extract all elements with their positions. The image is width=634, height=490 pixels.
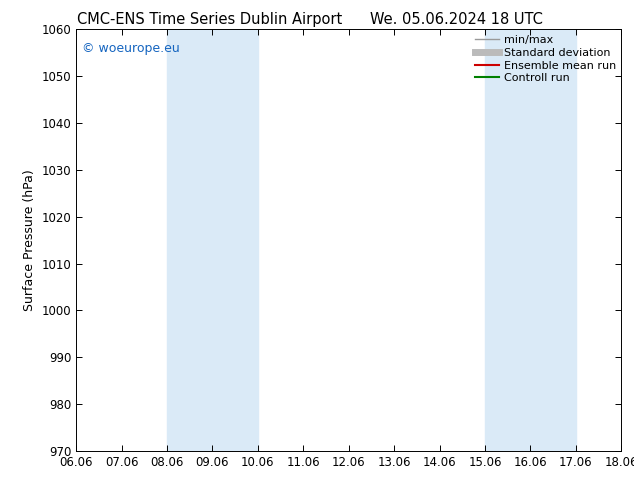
Text: We. 05.06.2024 18 UTC: We. 05.06.2024 18 UTC bbox=[370, 12, 543, 27]
Y-axis label: Surface Pressure (hPa): Surface Pressure (hPa) bbox=[23, 169, 36, 311]
Bar bbox=[485, 29, 576, 451]
Bar bbox=[167, 29, 258, 451]
Text: CMC-ENS Time Series Dublin Airport: CMC-ENS Time Series Dublin Airport bbox=[77, 12, 342, 27]
Legend: min/max, Standard deviation, Ensemble mean run, Controll run: min/max, Standard deviation, Ensemble me… bbox=[471, 32, 619, 87]
Text: © woeurope.eu: © woeurope.eu bbox=[82, 42, 179, 55]
